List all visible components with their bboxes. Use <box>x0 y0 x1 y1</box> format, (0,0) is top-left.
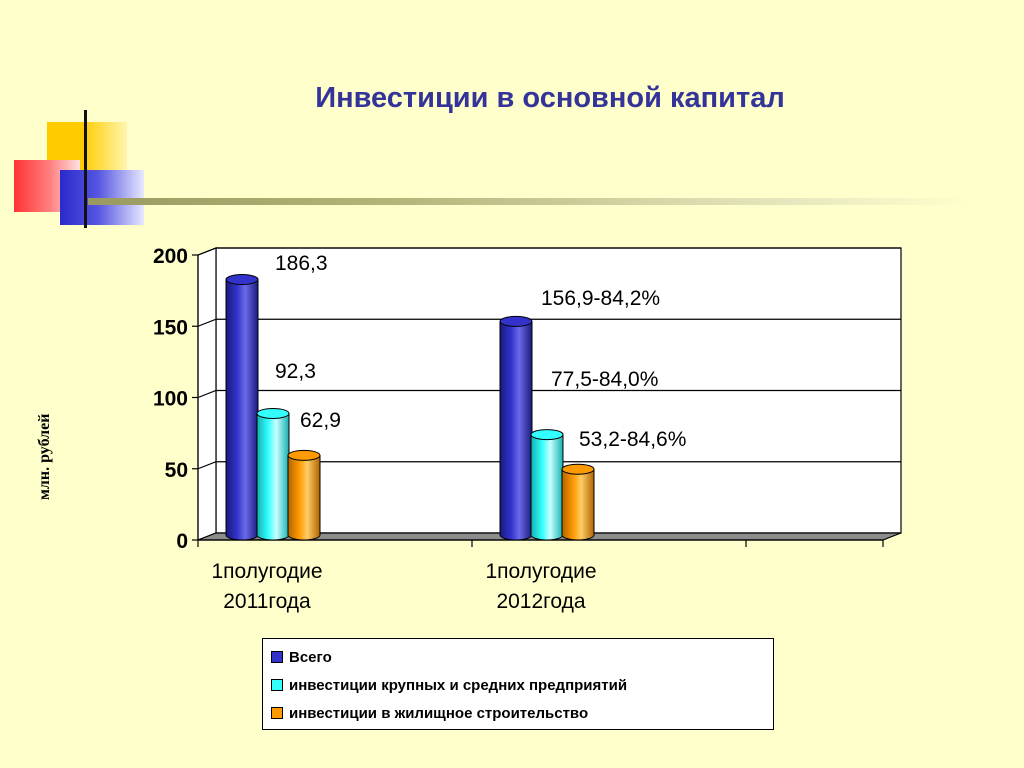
bar-body-1-0 <box>499 320 533 541</box>
chart-grid <box>197 247 901 470</box>
bar-1-2 <box>561 463 595 541</box>
legend-swatch-total <box>271 651 283 663</box>
bar-top-1-1 <box>530 429 564 441</box>
page-title: Инвестиции в основной капитал <box>315 82 785 114</box>
legend-item-large: инвестиции крупных и средних предприятий <box>271 675 627 695</box>
bar-0-1 <box>256 407 290 541</box>
chart-categories: 1полугодие 2011года 1полугодие 2012года <box>211 560 596 613</box>
chart-legend: Всего инвестиции крупных и средних предп… <box>262 638 774 730</box>
bar-0-0 <box>225 274 259 541</box>
bar-top-0-1 <box>256 407 290 419</box>
data-label-0-0: 186,3 <box>275 252 328 275</box>
gridline-150 <box>197 318 901 327</box>
legend-item-housing: инвестиции в жилищное строительство <box>271 703 588 723</box>
y-tick-label-100: 100 <box>153 388 188 411</box>
data-label-0-2: 62,9 <box>300 409 341 432</box>
deco-vertical-line <box>84 110 87 228</box>
legend-label-large: инвестиции крупных и средних предприятий <box>289 676 628 694</box>
bar-top-0-2 <box>287 449 321 461</box>
bar-body-0-0 <box>225 279 259 541</box>
gridline-50 <box>197 461 901 470</box>
gridline-200 <box>197 247 901 256</box>
data-label-1-2: 53,2-84,6% <box>579 428 686 451</box>
bar-top-1-0 <box>499 315 533 327</box>
title-underline <box>88 198 973 205</box>
bar-body-1-2 <box>561 468 595 541</box>
gridline-100 <box>197 389 901 399</box>
category-label-1-1: 2012года <box>496 590 585 613</box>
data-label-1-1: 77,5-84,0% <box>551 368 658 391</box>
data-label-0-1: 92,3 <box>275 360 316 383</box>
bar-0-2 <box>287 449 321 541</box>
category-label-1-0: 1полугодие <box>485 560 596 583</box>
legend-swatch-housing <box>271 707 283 719</box>
y-tick-label-150: 150 <box>153 316 188 339</box>
legend-item-total: Всего <box>271 647 332 667</box>
legend-label-housing: инвестиции в жилищное строительство <box>289 704 589 722</box>
legend-swatch-large <box>271 679 283 691</box>
bar-1-0 <box>499 315 533 541</box>
bar-1-1 <box>530 429 564 541</box>
y-tick-label-50: 50 <box>165 459 188 482</box>
bar-body-0-1 <box>256 412 290 541</box>
bar-top-1-2 <box>561 463 595 475</box>
category-label-0-1: 2011года <box>223 590 311 613</box>
deco-blue-square <box>60 170 144 225</box>
bar-body-1-1 <box>530 434 564 541</box>
y-tick-label-0: 0 <box>176 530 188 553</box>
chart-labels: 186,3 156,9-84,2% 92,3 77,5-84,0% 62,9 53,2-8… <box>275 252 686 451</box>
category-label-0-0: 1полугодие <box>211 560 322 583</box>
bar-body-0-2 <box>287 454 321 541</box>
legend-label-total: Всего <box>289 648 332 666</box>
chart-bars <box>225 274 595 541</box>
y-tick-label-200: 200 <box>153 245 188 268</box>
bar-top-0-0 <box>225 274 259 286</box>
data-label-1-0: 156,9-84,2% <box>541 287 660 310</box>
